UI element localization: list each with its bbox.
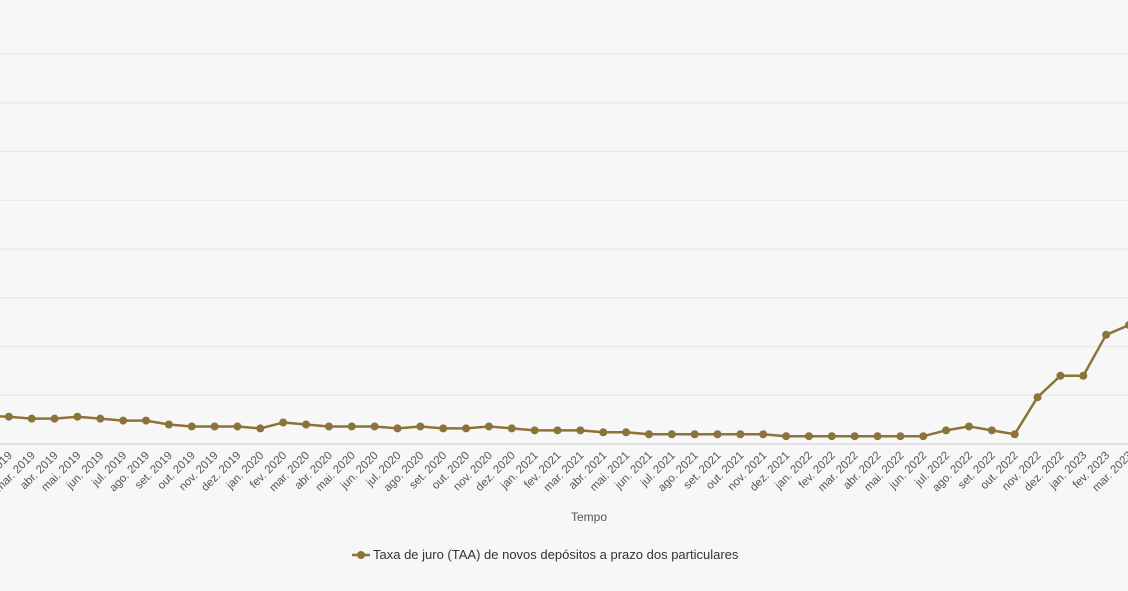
data-point[interactable]	[530, 426, 539, 435]
data-point[interactable]	[622, 428, 631, 437]
data-point[interactable]	[1010, 430, 1019, 439]
data-point[interactable]	[279, 418, 288, 427]
data-point[interactable]	[439, 424, 448, 433]
data-point[interactable]	[187, 422, 196, 431]
data-point[interactable]	[4, 412, 13, 421]
legend-label: Taxa de juro (TAA) de novos depósitos a …	[373, 547, 739, 562]
data-point[interactable]	[507, 424, 516, 433]
data-point[interactable]	[256, 424, 265, 433]
data-point[interactable]	[1033, 393, 1042, 402]
data-point[interactable]	[782, 432, 791, 441]
data-point[interactable]	[370, 422, 379, 431]
data-point[interactable]	[142, 416, 151, 425]
data-point[interactable]	[1079, 371, 1088, 380]
data-point[interactable]	[850, 432, 859, 441]
series-line	[0, 324, 1128, 438]
data-point[interactable]	[27, 414, 36, 423]
grid-lines	[0, 53, 1128, 445]
series-layer	[0, 321, 1128, 441]
data-point[interactable]	[804, 432, 813, 441]
data-point[interactable]	[896, 432, 905, 441]
data-point[interactable]	[690, 430, 699, 439]
data-point[interactable]	[347, 422, 356, 431]
data-point[interactable]	[393, 424, 402, 433]
data-point[interactable]	[667, 430, 676, 439]
data-point[interactable]	[713, 430, 722, 439]
data-point[interactable]	[599, 428, 608, 437]
data-point[interactable]	[942, 426, 951, 435]
legend-marker-icon	[357, 551, 365, 559]
data-point[interactable]	[50, 414, 59, 423]
data-point[interactable]	[987, 426, 996, 435]
data-point[interactable]	[1056, 371, 1065, 380]
data-point[interactable]	[1125, 321, 1128, 329]
data-point[interactable]	[736, 430, 745, 439]
data-point[interactable]	[919, 432, 928, 441]
legend[interactable]: Taxa de juro (TAA) de novos depósitos a …	[352, 547, 739, 562]
x-axis-title: Tempo	[571, 510, 607, 524]
data-point[interactable]	[73, 412, 82, 421]
data-point[interactable]	[759, 430, 768, 439]
data-point[interactable]	[873, 432, 882, 441]
data-point[interactable]	[210, 422, 219, 431]
data-point[interactable]	[964, 422, 973, 431]
data-point[interactable]	[416, 422, 425, 431]
data-point[interactable]	[462, 424, 471, 433]
data-point[interactable]	[324, 422, 333, 431]
data-point[interactable]	[553, 426, 562, 435]
data-point[interactable]	[164, 420, 173, 429]
data-point[interactable]	[644, 430, 653, 439]
data-point[interactable]	[827, 432, 836, 441]
data-point[interactable]	[233, 422, 242, 431]
data-point[interactable]	[302, 420, 311, 429]
data-point[interactable]	[1102, 330, 1111, 339]
data-point[interactable]	[96, 414, 105, 423]
data-point[interactable]	[119, 416, 128, 425]
data-point[interactable]	[484, 422, 493, 431]
data-point[interactable]	[576, 426, 585, 435]
